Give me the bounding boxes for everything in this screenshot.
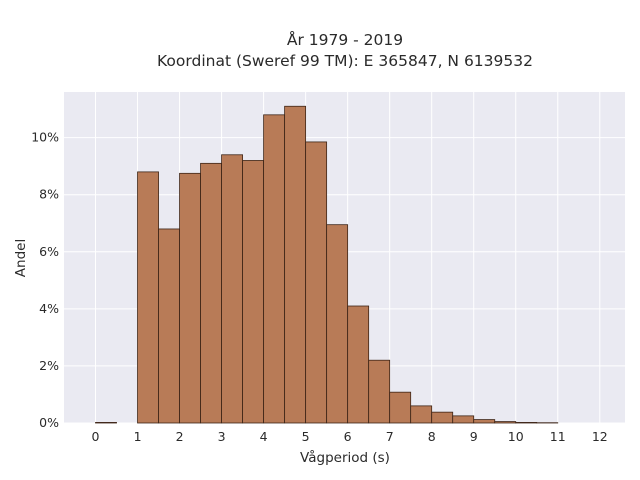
y-tick-label: 4% [39, 301, 59, 316]
y-tick-label: 6% [39, 244, 59, 259]
x-axis-ticks: 0 1 2 3 4 5 6 7 8 9 10 11 12 [92, 429, 608, 444]
x-tick-label: 12 [592, 429, 608, 444]
chart-title-line-2: Koordinat (Sweref 99 TM): E 365847, N 61… [157, 52, 533, 70]
histogram-bar [263, 114, 286, 424]
x-tick-label: 10 [508, 429, 524, 444]
x-axis-label: Vågperiod (s) [300, 449, 390, 466]
x-tick-label: 1 [134, 429, 142, 444]
histogram-bar [137, 171, 159, 424]
histogram-bar [95, 422, 117, 424]
histogram-bar [473, 419, 496, 424]
histogram-bar [326, 224, 349, 424]
x-tick-label: 7 [386, 429, 394, 444]
y-tick-label: 10% [31, 130, 59, 145]
histogram-bar [200, 162, 222, 424]
x-tick-label: 3 [218, 429, 226, 444]
x-tick-label: 8 [428, 429, 436, 444]
histogram-bar [494, 421, 517, 424]
y-tick-label: 8% [39, 187, 59, 202]
x-tick-label: 6 [344, 429, 352, 444]
chart-title-line-1: År 1979 - 2019 [287, 30, 403, 49]
histogram-bar [389, 391, 412, 424]
histogram-bar [368, 359, 391, 424]
histogram-bar [452, 415, 475, 424]
x-tick-label: 4 [260, 429, 268, 444]
y-axis-label: Andel [13, 239, 29, 277]
histogram-bar [515, 422, 538, 424]
histogram-bar [179, 172, 201, 424]
y-tick-label: 0% [39, 415, 59, 430]
histogram-bars [95, 105, 559, 424]
histogram-bar [431, 411, 454, 424]
y-tick-label: 2% [39, 358, 59, 373]
x-tick-label: 0 [92, 429, 100, 444]
histogram-bar [221, 154, 243, 424]
histogram-bar [410, 405, 433, 424]
y-axis-ticks: 0% 2% 4% 6% 8% 10% [31, 130, 59, 430]
histogram-bar [158, 228, 180, 424]
x-tick-label: 11 [550, 429, 566, 444]
histogram-bar [305, 141, 328, 424]
histogram-bar [284, 105, 307, 424]
x-tick-label: 2 [176, 429, 184, 444]
histogram-bar [242, 160, 265, 424]
histogram-bar [347, 305, 370, 424]
x-tick-label: 9 [470, 429, 478, 444]
x-tick-label: 5 [302, 429, 310, 444]
